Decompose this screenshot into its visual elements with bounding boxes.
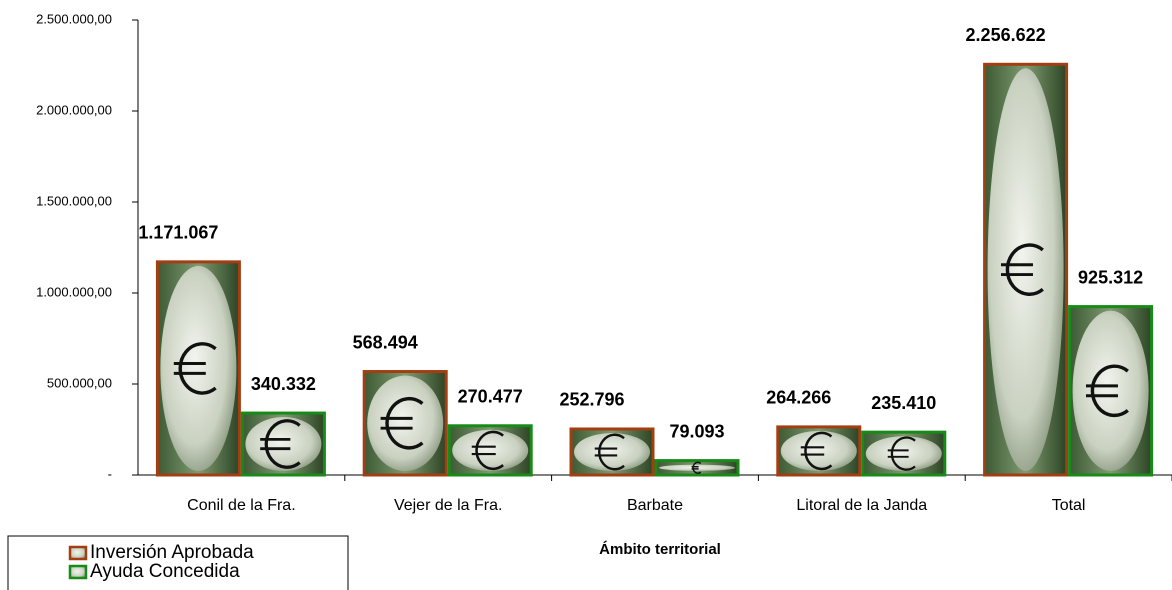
bar-group <box>1070 307 1152 475</box>
bar-group <box>985 64 1067 475</box>
value-label: 79.093 <box>669 421 724 441</box>
y-tick-label: 500.000,00 <box>47 375 112 390</box>
value-label: 925.312 <box>1078 267 1143 287</box>
coin <box>1073 311 1149 471</box>
bar-group <box>778 427 860 475</box>
coin <box>988 68 1064 471</box>
coin <box>781 431 857 471</box>
value-label: 252.796 <box>559 390 624 410</box>
coin <box>245 417 321 471</box>
bar-group <box>157 262 239 475</box>
value-label: 270.477 <box>458 387 523 407</box>
x-tick-label: Total <box>1052 497 1086 514</box>
legend-swatch <box>70 566 86 578</box>
x-tick-label: Barbate <box>627 497 683 514</box>
bar-group <box>656 461 738 475</box>
value-label: 1.171.067 <box>138 223 218 243</box>
bar-group <box>863 432 945 475</box>
x-tick-label: Vejer de la Fra. <box>394 497 503 514</box>
legend-label: Ayuda Concedida <box>90 561 240 582</box>
value-label: 340.332 <box>251 374 316 394</box>
legend-label: Inversión Aprobada <box>90 542 254 563</box>
bar-group <box>449 426 531 475</box>
coin <box>452 430 528 471</box>
bar-group <box>571 429 653 475</box>
coin <box>659 465 735 471</box>
bar-group <box>364 372 446 475</box>
coin <box>367 376 443 471</box>
x-axis-title: Ámbito territorial <box>599 541 721 558</box>
y-tick-label: 1.000.000,00 <box>36 284 112 299</box>
value-label: 2.256.622 <box>966 25 1046 45</box>
y-tick-label: 2.000.000,00 <box>36 102 112 117</box>
value-label: 235.410 <box>871 393 936 413</box>
coin <box>866 436 942 471</box>
chart: Ámbito territorial - 500.000,00 1.000.000,… <box>0 0 1172 590</box>
value-label: 264.266 <box>766 388 831 408</box>
bar-group <box>242 413 324 475</box>
value-label: 568.494 <box>353 332 418 352</box>
coin <box>160 266 236 471</box>
y-tick-label: 2.500.000,00 <box>36 11 112 26</box>
y-tick-label: 1.500.000,00 <box>36 193 112 208</box>
x-tick-label: Litoral de la Janda <box>796 497 927 514</box>
x-tick-label: Conil de la Fra. <box>187 497 296 514</box>
coin <box>574 433 650 471</box>
legend-swatch <box>70 547 86 559</box>
y-tick-label: - <box>108 466 112 481</box>
